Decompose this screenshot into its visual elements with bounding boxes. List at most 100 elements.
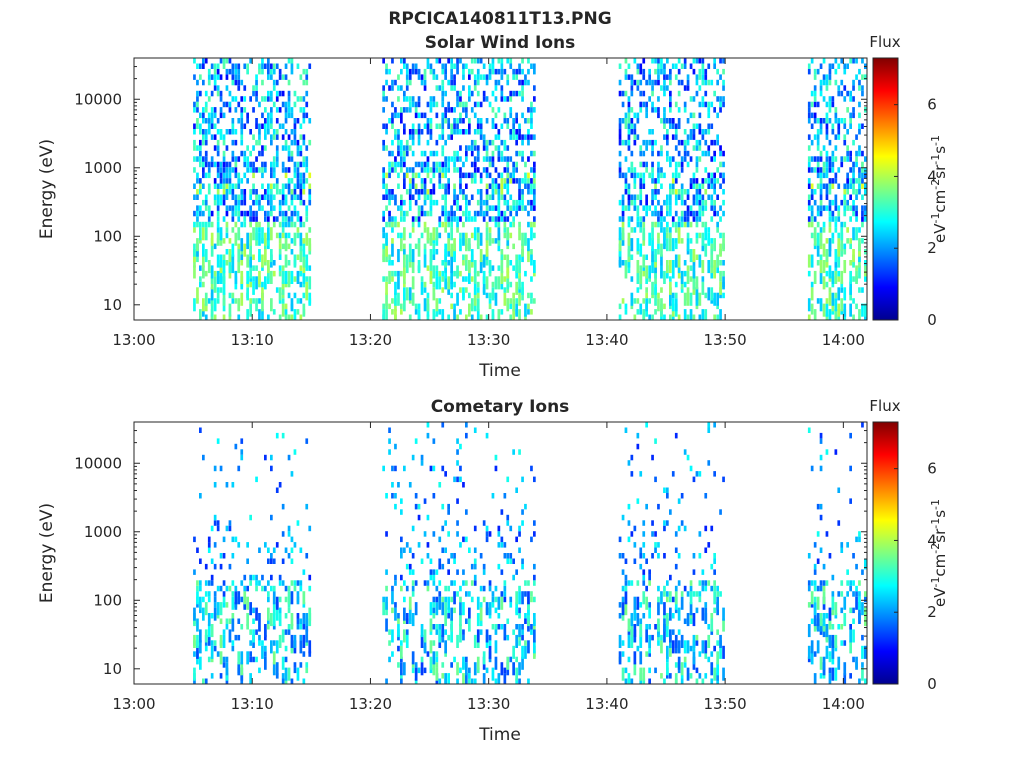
- spectrogram-cell: [302, 178, 306, 184]
- spectrogram-cell: [713, 58, 716, 64]
- spectrogram-cell: [527, 79, 530, 86]
- spectrogram-cell: [441, 563, 445, 570]
- spectrogram-cell: [810, 189, 814, 195]
- spectrogram-cell: [249, 96, 252, 102]
- spectrogram-cell: [825, 172, 829, 179]
- spectrogram-cell: [666, 118, 669, 124]
- spectrogram-cell: [630, 172, 634, 179]
- spectrogram-cell: [426, 123, 430, 129]
- spectrogram-cell: [299, 123, 303, 129]
- spectrogram-cell: [243, 156, 247, 162]
- spectrogram-cell: [423, 178, 427, 184]
- spectrogram-cell: [482, 210, 486, 217]
- spectrogram-cell: [837, 90, 841, 97]
- spectrogram-cell: [695, 232, 699, 239]
- spectrogram-cell: [633, 139, 637, 146]
- spectrogram-cell: [432, 161, 436, 168]
- spectrogram-cell: [397, 85, 400, 91]
- spectrogram-cell: [237, 205, 241, 211]
- spectrogram-cell: [281, 101, 285, 108]
- spectrogram-cell: [852, 85, 855, 91]
- spectrogram-cell: [228, 172, 232, 179]
- spectrogram-cell: [272, 591, 276, 605]
- spectrogram-cell: [302, 651, 306, 657]
- spectrogram-cell: [828, 221, 832, 228]
- spectrogram-cell: [281, 221, 285, 228]
- spectrogram-cell: [243, 221, 247, 228]
- spectrogram-cell: [447, 569, 450, 575]
- spectrogram-cell: [722, 85, 725, 91]
- spectrogram-cell: [689, 178, 693, 184]
- spectrogram-cell: [272, 613, 276, 627]
- spectrogram-cell: [864, 74, 867, 80]
- spectrogram-cell: [521, 79, 524, 86]
- spectrogram-cell: [270, 172, 273, 179]
- spectrogram-cell: [302, 624, 306, 630]
- spectrogram-cell: [512, 205, 515, 211]
- spectrogram-cell: [196, 118, 199, 124]
- spectrogram-cell: [636, 613, 640, 627]
- spectrogram-cell: [450, 607, 453, 621]
- spectrogram-cell: [432, 238, 436, 244]
- spectrogram-cell: [193, 536, 196, 543]
- spectrogram-cell: [509, 602, 513, 608]
- spectrogram-cell: [249, 210, 252, 217]
- spectrogram-cell: [509, 260, 513, 266]
- spectrogram-cell: [414, 112, 418, 119]
- spectrogram-cell: [810, 210, 814, 217]
- spectrogram-cell: [423, 243, 427, 250]
- spectrogram-cell: [473, 210, 477, 217]
- spectrogram-cell: [207, 580, 211, 586]
- spectrogram-cell: [822, 96, 826, 102]
- spectrogram-cell: [302, 243, 306, 257]
- spectrogram-cell: [204, 602, 208, 616]
- spectrogram-cell: [840, 547, 844, 553]
- spectrogram-cell: [657, 167, 660, 173]
- spectrogram-cell: [506, 476, 510, 483]
- spectrogram-cell: [651, 172, 654, 179]
- spectrogram-cell: [237, 465, 241, 472]
- spectrogram-cell: [267, 618, 270, 624]
- spectrogram-cell: [660, 634, 663, 641]
- spectrogram-cell: [258, 199, 261, 206]
- spectrogram-cell: [713, 156, 716, 162]
- spectrogram-cell: [287, 607, 291, 614]
- spectrogram-cell: [476, 156, 480, 162]
- spectrogram-cell: [385, 63, 388, 69]
- spectrogram-cell: [651, 139, 654, 146]
- spectrogram-cell: [243, 63, 247, 69]
- spectrogram-cell: [855, 563, 858, 570]
- spectrogram-cell: [299, 270, 303, 277]
- spectrogram-cell: [450, 74, 453, 80]
- spectrogram-cell: [281, 134, 285, 140]
- spectrogram-cell: [621, 227, 625, 241]
- spectrogram-cell: [822, 118, 826, 124]
- spectrogram-cell: [429, 194, 433, 200]
- spectrogram-cell: [435, 265, 439, 271]
- spectrogram-cell: [831, 667, 835, 681]
- spectrogram-cell: [411, 96, 415, 102]
- spectrogram-cell: [515, 134, 518, 140]
- spectrogram-cell: [222, 656, 226, 663]
- spectrogram-cell: [411, 662, 415, 668]
- spectrogram-cell: [222, 238, 226, 244]
- spectrogram-cell: [225, 129, 229, 135]
- spectrogram-cell: [397, 112, 400, 119]
- spectrogram-cell: [275, 487, 279, 493]
- spectrogram-cell: [521, 243, 524, 257]
- spectrogram-cell: [837, 624, 841, 630]
- spectrogram-cell: [287, 270, 291, 284]
- spectrogram-cell: [447, 107, 450, 113]
- spectrogram-cell: [825, 129, 829, 135]
- spectrogram-cell: [462, 63, 465, 69]
- spectrogram-cell: [491, 139, 495, 146]
- spectrogram-cell: [397, 276, 400, 290]
- spectrogram-cell: [485, 189, 489, 195]
- spectrogram-cell: [807, 134, 811, 140]
- spectrogram-cell: [843, 314, 847, 320]
- spectrogram-cell: [278, 90, 282, 97]
- spectrogram-cell: [447, 167, 450, 173]
- spectrogram-cell: [293, 667, 297, 674]
- spectrogram-cell: [500, 260, 504, 274]
- spectrogram-cell: [707, 634, 711, 648]
